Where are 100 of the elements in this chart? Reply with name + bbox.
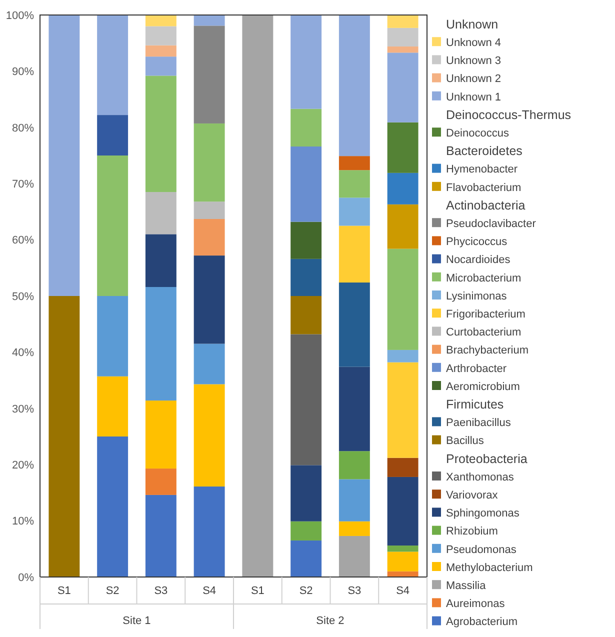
bar bbox=[48, 15, 80, 296]
text: Actinobacteria bbox=[446, 198, 526, 212]
bar bbox=[290, 108, 322, 147]
bar bbox=[338, 198, 370, 226]
legend-label: Aureimonas bbox=[446, 598, 506, 610]
bar bbox=[194, 219, 225, 256]
legend-label: Lysinimonas bbox=[446, 290, 508, 302]
bar bbox=[387, 52, 418, 122]
bar bbox=[48, 296, 80, 577]
text: Deinococcus-Thermus bbox=[446, 108, 572, 122]
y-tick-label: 0% bbox=[18, 572, 34, 584]
bar bbox=[145, 468, 176, 495]
bar bbox=[97, 376, 128, 436]
legend-label: Pseudoclavibacter bbox=[446, 218, 536, 230]
legend-label: Unknown 3 bbox=[446, 55, 502, 68]
text: Bacteroidetes bbox=[446, 144, 522, 158]
bar bbox=[145, 26, 176, 46]
bar bbox=[242, 15, 274, 577]
bar bbox=[145, 494, 176, 577]
legend-label: Microbacterium bbox=[446, 272, 522, 284]
y-tick-label: 70% bbox=[12, 178, 34, 190]
x-tick-label: S1 bbox=[57, 585, 71, 597]
x-tick-label: S4 bbox=[202, 585, 216, 597]
bar bbox=[387, 122, 418, 173]
legend-label: Curtobacterium bbox=[446, 326, 522, 339]
bar bbox=[145, 192, 176, 234]
x-tick-label: S1 bbox=[250, 585, 264, 597]
bar bbox=[194, 486, 225, 577]
legend-label: Flavobacterium bbox=[446, 182, 522, 194]
bar bbox=[338, 15, 370, 156]
bar bbox=[290, 258, 322, 296]
bar bbox=[194, 384, 225, 487]
bar bbox=[387, 546, 418, 552]
bar bbox=[387, 28, 418, 46]
bar bbox=[97, 436, 128, 577]
legend-label: Xanthomonas bbox=[446, 471, 514, 484]
y-tick-label: 60% bbox=[12, 234, 34, 247]
text: Unknown bbox=[446, 17, 498, 32]
legend-label: Arthrobacter bbox=[446, 362, 507, 375]
legend-label: Deinococcus bbox=[446, 127, 510, 140]
legend-label: Variovorax bbox=[446, 489, 498, 502]
bar bbox=[194, 15, 225, 26]
legend-label: Rhizobium bbox=[446, 526, 498, 538]
bar bbox=[290, 15, 322, 109]
x-tick-label: S4 bbox=[396, 585, 410, 597]
y-tick-label: 50% bbox=[12, 290, 34, 303]
bar bbox=[387, 476, 418, 546]
y-tick-label: 80% bbox=[12, 122, 34, 134]
x-tick-label: S2 bbox=[106, 585, 120, 597]
bar bbox=[290, 521, 322, 540]
bar bbox=[338, 156, 370, 170]
legend-label: Aeromicrobium bbox=[446, 380, 520, 393]
bar bbox=[338, 226, 370, 283]
bar bbox=[387, 248, 418, 350]
x-tick-label: S2 bbox=[299, 585, 313, 597]
y-tick-label: 20% bbox=[12, 459, 34, 472]
bar bbox=[145, 287, 176, 401]
text: Site 1 bbox=[122, 615, 151, 627]
bar bbox=[338, 451, 370, 480]
bar bbox=[145, 56, 176, 76]
y-tick-label: 100% bbox=[6, 10, 34, 22]
bar bbox=[145, 45, 176, 57]
bar bbox=[145, 234, 176, 288]
legend-label: Nocardioides bbox=[446, 254, 511, 266]
y-tick-label: 90% bbox=[12, 66, 34, 78]
legend-label: Sphingomonas bbox=[446, 508, 520, 520]
legend-label: Massilia bbox=[446, 580, 487, 592]
legend-label: Unknown 1 bbox=[446, 91, 502, 104]
y-tick-label: 30% bbox=[12, 403, 34, 416]
bar bbox=[387, 458, 418, 477]
legend-label: Paenibacillus bbox=[446, 417, 512, 430]
legend-label: Brachybacterium bbox=[446, 344, 529, 357]
legend-label: Pseudomonas bbox=[446, 544, 517, 556]
legend-label: Methylobacterium bbox=[446, 562, 533, 574]
x-tick-label: S3 bbox=[154, 585, 168, 597]
y-tick-label: 10% bbox=[12, 516, 34, 528]
bar bbox=[194, 344, 225, 384]
bar bbox=[338, 536, 370, 577]
bar bbox=[145, 400, 176, 469]
y-tick-label: 40% bbox=[12, 347, 34, 360]
bar bbox=[338, 366, 370, 452]
bar bbox=[194, 202, 225, 220]
bar bbox=[194, 256, 225, 344]
bar bbox=[387, 204, 418, 249]
legend-label: Unknown 4 bbox=[446, 36, 502, 49]
bar bbox=[387, 46, 418, 53]
legend-label: Hymenobacter bbox=[446, 164, 518, 176]
bar bbox=[387, 362, 418, 458]
bar bbox=[194, 123, 225, 202]
bar bbox=[290, 296, 322, 334]
bar bbox=[145, 76, 176, 192]
bar bbox=[97, 15, 128, 116]
bar bbox=[97, 156, 128, 296]
bar bbox=[290, 146, 322, 222]
bar bbox=[387, 552, 418, 572]
bar bbox=[97, 115, 128, 156]
bar bbox=[387, 350, 418, 362]
legend-label: Bacillus bbox=[446, 435, 484, 448]
legend-label: Unknown 2 bbox=[446, 73, 502, 86]
legend-label: Phycicoccus bbox=[446, 236, 508, 248]
